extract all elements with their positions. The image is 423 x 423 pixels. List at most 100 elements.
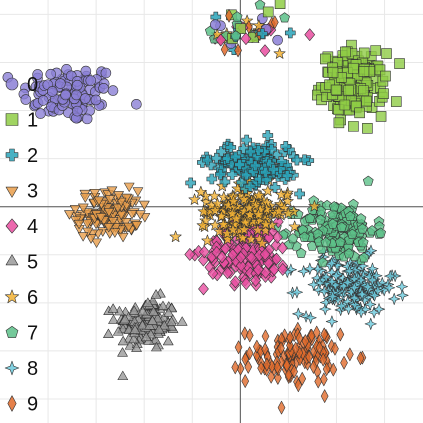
point-series-1: [381, 48, 392, 59]
point-series-9: [312, 325, 321, 340]
point-series-6: [227, 195, 240, 207]
point-series-5: [148, 306, 159, 316]
point-series-6: [169, 230, 182, 242]
point-series-6: [208, 189, 221, 202]
point-series-2: [284, 27, 296, 39]
point-series-9: [329, 362, 338, 377]
point-series-3: [78, 203, 89, 213]
point-series-5: [137, 306, 149, 316]
point-series-1: [262, 6, 274, 18]
point-series-9: [298, 371, 307, 386]
data-points: [2, 0, 409, 415]
point-series-1: [320, 53, 331, 65]
point-series-5: [142, 297, 154, 307]
point-series-2: [219, 176, 231, 188]
point-series-7: [343, 248, 355, 259]
point-series-4: [215, 33, 227, 47]
point-series-2: [234, 159, 245, 170]
point-series-9: [314, 374, 323, 389]
point-series-9: [320, 389, 329, 403]
point-series-1: [380, 70, 391, 82]
legend-label: 7: [27, 323, 38, 345]
point-series-4: [268, 263, 280, 276]
point-series-7: [357, 237, 369, 248]
point-series-6: [251, 224, 264, 236]
point-series-3: [139, 200, 150, 210]
point-series-2: [245, 146, 256, 158]
legend-marker: [5, 148, 19, 162]
legend-marker: [4, 360, 20, 376]
point-series-6: [221, 233, 234, 245]
point-series-1: [378, 88, 389, 99]
point-series-6: [201, 234, 214, 246]
point-series-5: [147, 315, 158, 325]
point-series-2: [249, 160, 261, 172]
point-series-9: [241, 374, 249, 388]
point-series-6: [196, 219, 209, 231]
point-series-8: [368, 306, 381, 319]
point-series-7: [295, 247, 307, 258]
point-series-8: [395, 280, 408, 293]
legend-item-7: 7: [5, 323, 38, 345]
point-series-6: [217, 218, 230, 230]
legend-label: 8: [27, 358, 38, 380]
point-series-1: [333, 117, 345, 129]
point-series-4: [198, 253, 209, 267]
point-series-9: [305, 350, 313, 364]
point-series-5: [166, 316, 177, 326]
point-series-3: [113, 191, 124, 201]
point-series-0: [210, 19, 221, 30]
point-series-3: [120, 217, 132, 228]
point-series-5: [140, 331, 152, 342]
point-series-7: [347, 228, 358, 239]
point-series-9: [257, 361, 265, 375]
point-series-7: [328, 201, 340, 212]
point-series-0: [32, 69, 43, 80]
point-series-8: [396, 289, 409, 302]
point-series-3: [93, 196, 105, 206]
point-series-9: [274, 371, 282, 385]
point-series-6: [238, 223, 251, 235]
point-series-9: [301, 334, 310, 348]
legend-item-8: 8: [4, 358, 38, 380]
point-series-8: [370, 269, 383, 282]
point-series-4: [198, 282, 209, 296]
point-series-9: [346, 347, 354, 362]
point-series-1: [394, 58, 405, 69]
point-series-6: [252, 19, 265, 31]
point-series-2: [257, 28, 268, 39]
point-series-8: [292, 307, 305, 320]
point-series-6: [272, 205, 285, 217]
point-series-5: [163, 307, 174, 317]
point-series-7: [355, 213, 367, 224]
point-series-2: [276, 156, 288, 167]
point-series-1: [330, 84, 342, 96]
point-series-4: [304, 28, 316, 41]
point-series-8: [364, 244, 378, 257]
point-series-8: [312, 283, 325, 297]
legend-item-6: 6: [4, 287, 38, 309]
point-series-8: [290, 286, 303, 299]
point-series-9: [267, 369, 275, 384]
legend-label: 2: [27, 145, 38, 167]
point-series-1: [354, 107, 365, 119]
point-series-3: [103, 223, 115, 233]
point-series-9: [277, 341, 285, 356]
point-series-9: [290, 364, 298, 379]
legend-label: 3: [27, 181, 38, 203]
point-series-6: [278, 202, 291, 214]
point-series-3: [64, 210, 75, 220]
point-series-2: [206, 173, 218, 185]
point-series-9: [244, 360, 253, 374]
point-series-4: [230, 275, 241, 289]
point-series-7: [317, 257, 329, 268]
point-series-9: [291, 341, 300, 356]
point-series-4: [271, 252, 282, 266]
legend-label: 1: [27, 110, 38, 132]
point-series-8: [355, 288, 369, 301]
point-series-5: [128, 333, 140, 344]
legend-item-1: 1: [5, 110, 38, 132]
point-series-2: [269, 182, 281, 193]
point-series-5: [117, 336, 129, 346]
point-series-5: [157, 300, 169, 311]
